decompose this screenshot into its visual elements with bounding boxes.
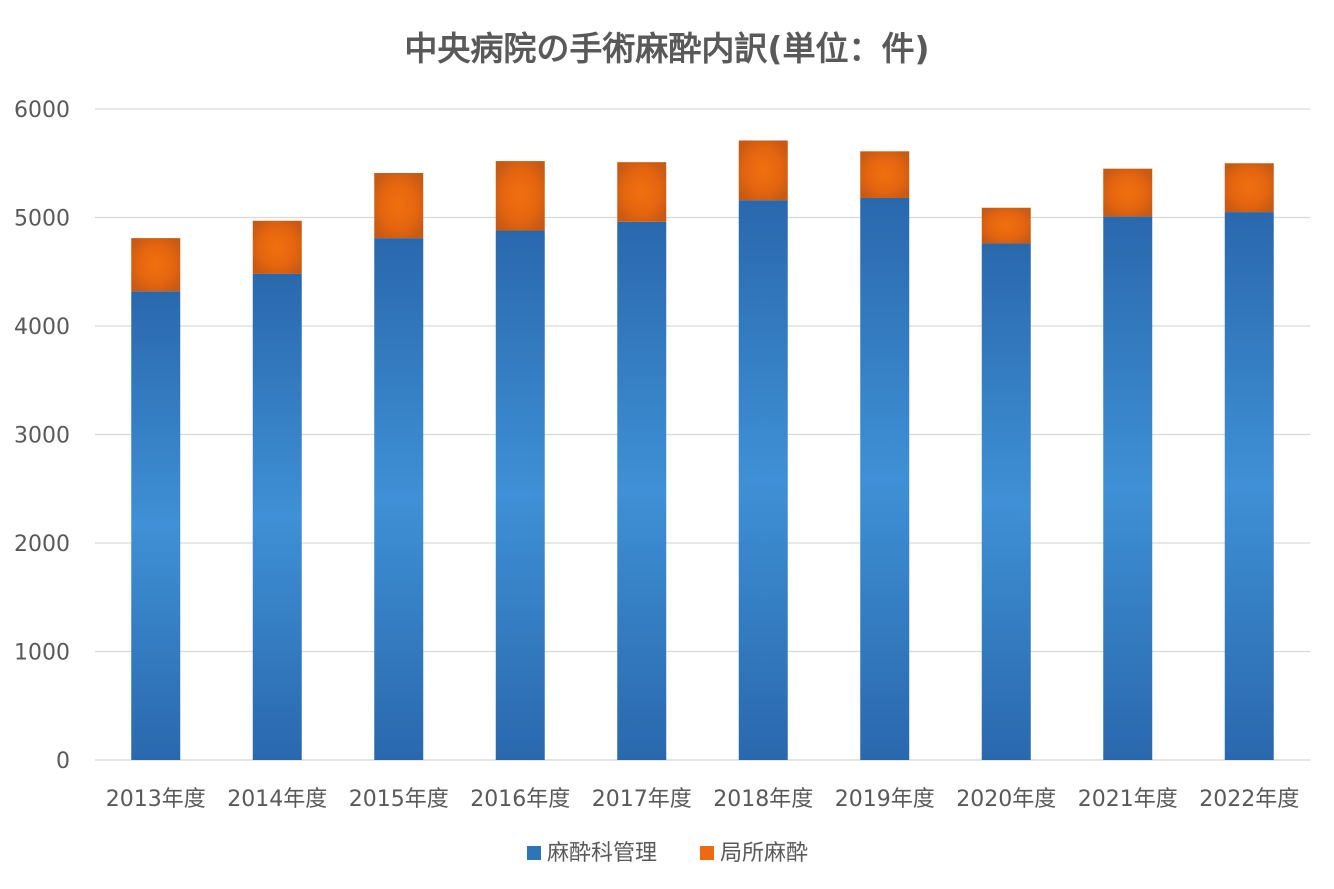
y-tick-label: 4000 [14,315,70,340]
bar-segment-anesthesia-managed [617,221,667,761]
x-tick-label: 2017年度 [592,787,692,812]
bar-segment-local-anesthesia [1224,163,1274,213]
bar-segment-local-anesthesia [252,220,302,274]
bar-segment-anesthesia-managed [1103,216,1153,761]
y-axis-ticks: 0 1000 2000 3000 4000 5000 6000 [14,98,70,774]
x-tick-label: 2022年度 [1199,787,1299,812]
y-tick-label: 1000 [14,641,70,666]
x-tick-label: 2016年度 [470,787,570,812]
bar-segment-anesthesia-managed [738,200,788,760]
bar-segment-local-anesthesia [374,173,424,239]
bar-segment-anesthesia-managed [495,230,545,760]
bar-segment-anesthesia-managed [1224,212,1274,760]
bar-segment-local-anesthesia [738,140,788,201]
x-tick-label: 2018年度 [713,787,813,812]
legend: 麻酔科管理 局所麻酔 [527,841,808,866]
y-tick-label: 2000 [14,532,70,557]
bar-segment-local-anesthesia [495,161,545,231]
y-tick-label: 6000 [14,98,70,123]
x-tick-label: 2015年度 [349,787,449,812]
bar-segment-anesthesia-managed [131,291,181,760]
legend-swatch-local-anesthesia [700,846,714,860]
bar-segment-anesthesia-managed [374,238,424,761]
bar-segment-local-anesthesia [981,207,1031,244]
bar-segment-anesthesia-managed [252,273,302,760]
bar-segment-local-anesthesia [131,238,181,292]
chart-title: 中央病院の手術麻酔内訳(単位：件) [404,29,929,68]
bar-segment-local-anesthesia [617,162,667,222]
y-tick-label: 5000 [14,207,70,232]
x-tick-label: 2021年度 [1078,787,1178,812]
y-tick-label: 3000 [14,424,70,449]
x-tick-label: 2020年度 [956,787,1056,812]
bar-segment-anesthesia-managed [860,197,910,761]
x-tick-label: 2014年度 [227,787,327,812]
bar-segment-local-anesthesia [1103,168,1153,217]
legend-label-anesthesia-managed: 麻酔科管理 [547,841,657,866]
legend-label-local-anesthesia: 局所麻酔 [720,841,808,866]
x-tick-label: 2019年度 [835,787,935,812]
legend-swatch-anesthesia-managed [527,846,541,860]
bar-segment-local-anesthesia [860,151,910,198]
bars [131,140,1274,761]
x-tick-label: 2013年度 [106,787,206,812]
bar-segment-anesthesia-managed [981,243,1031,761]
y-tick-label: 0 [56,749,70,774]
x-axis-ticks: 2013年度 2014年度 2015年度 2016年度 2017年度 2018年度 2019… [106,787,1300,812]
